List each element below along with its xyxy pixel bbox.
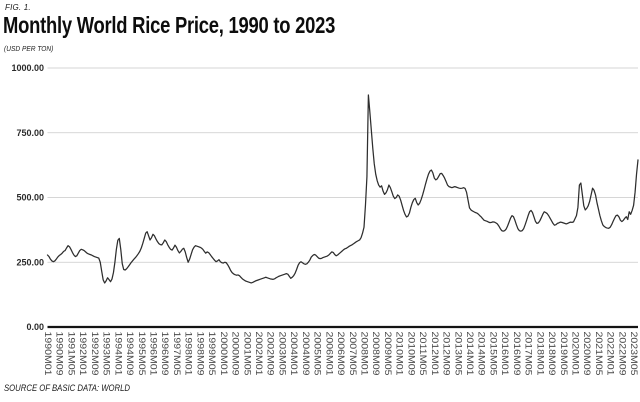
x-tick-label: 1992M01	[78, 332, 88, 376]
x-tick-label: 1993M05	[102, 332, 112, 376]
price-line	[46, 94, 639, 284]
x-tick-label: 2000M01	[219, 332, 229, 376]
x-tick-label: 2013M05	[453, 332, 463, 376]
x-tick-label: 2003M05	[277, 332, 287, 376]
y-tick-label: 750.00	[16, 128, 44, 138]
x-tick-label: 2016M01	[500, 332, 510, 376]
x-tick-label: 2018M01	[535, 332, 545, 376]
x-tick-label: 2001M05	[242, 332, 252, 376]
x-tick-label: 2009M05	[383, 332, 393, 376]
source-note: SOURCE OF BASIC DATA: WORLD	[4, 383, 131, 393]
x-tick-label: 1998M09	[195, 332, 205, 376]
x-tick-label: 2006M09	[336, 332, 346, 376]
chart-title: Monthly World Rice Price, 1990 to 2023	[3, 12, 336, 38]
x-tick-label: 1994M01	[113, 332, 123, 376]
x-tick-label: 2008M01	[360, 332, 370, 376]
y-tick-label: 1000.00	[11, 63, 44, 73]
x-tick-label: 1994M09	[125, 332, 135, 376]
x-tick-label: 2016M09	[512, 332, 522, 376]
x-tick-label: 2020M09	[582, 332, 592, 376]
y-tick-label: 250.00	[16, 257, 44, 267]
x-tick-label: 2021M05	[594, 332, 604, 376]
x-tick-label: 2007M05	[348, 332, 358, 376]
x-tick-label: 2019M05	[559, 332, 569, 376]
x-tick-label: 1996M09	[160, 332, 170, 376]
y-tick-label: 0.00	[26, 322, 44, 332]
x-tick-label: 1998M01	[184, 332, 194, 376]
x-tick-label: 1992M09	[90, 332, 100, 376]
x-tick-label: 2005M05	[313, 332, 323, 376]
x-tick-label: 2002M01	[254, 332, 264, 376]
x-tick-label: 1995M05	[137, 332, 147, 376]
x-tick-label: 2015M05	[488, 332, 498, 376]
x-tick-label: 1997M05	[172, 332, 182, 376]
x-tick-label: 2014M01	[465, 332, 475, 376]
x-tick-label: 1990M09	[55, 332, 65, 376]
x-tick-label: 2023M05	[629, 332, 639, 376]
figure-number-label: FIG. 1.	[5, 3, 31, 12]
x-tick-label: 2018M09	[547, 332, 557, 376]
x-tick-label: 2000M09	[231, 332, 241, 376]
x-tick-label: 2002M09	[266, 332, 276, 376]
x-tick-label: 2022M09	[617, 332, 627, 376]
chart-unit-label: (USD PER TON)	[4, 44, 54, 53]
x-tick-label: 1990M01	[43, 332, 53, 376]
x-tick-label: 2006M01	[324, 332, 334, 376]
x-tick-label: 1991M05	[66, 332, 76, 376]
x-tick-label: 2022M01	[606, 332, 616, 376]
x-tick-label: 2020M01	[571, 332, 581, 376]
x-tick-label: 2010M01	[395, 332, 405, 376]
x-tick-label: 2004M01	[289, 332, 299, 376]
x-tick-label: 2008M09	[371, 332, 381, 376]
x-tick-label: 2012M01	[430, 332, 440, 376]
x-tick-label: 2011M05	[418, 332, 428, 376]
x-tick-label: 2010M09	[406, 332, 416, 376]
x-tick-label: 1996M01	[149, 332, 159, 376]
x-tick-label: 2017M05	[524, 332, 534, 376]
x-tick-label: 2014M09	[477, 332, 487, 376]
x-tick-label: 1999M05	[207, 332, 217, 376]
x-tick-label: 2012M09	[442, 332, 452, 376]
x-tick-label: 2004M09	[301, 332, 311, 376]
y-tick-label: 500.00	[16, 193, 44, 203]
